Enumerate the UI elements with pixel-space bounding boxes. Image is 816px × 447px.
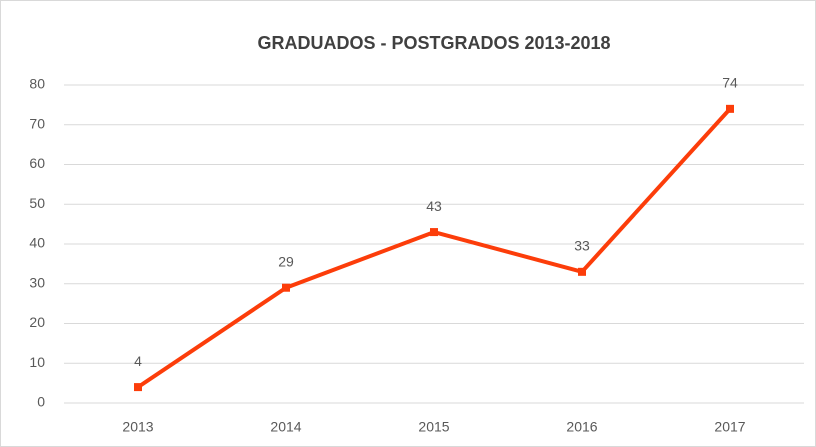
y-tick-label: 0 (37, 394, 45, 410)
data-label: 29 (278, 253, 294, 269)
y-tick-label: 70 (29, 115, 45, 131)
data-label: 74 (722, 75, 738, 91)
y-tick-label: 50 (29, 195, 45, 211)
marker (430, 228, 438, 237)
data-label: 33 (574, 238, 590, 254)
marker (726, 104, 734, 113)
data-label: 4 (134, 353, 142, 369)
y-tick-label: 80 (29, 76, 45, 92)
x-tick-label: 2015 (418, 419, 449, 435)
y-tick-label: 60 (29, 155, 45, 171)
marker (282, 283, 290, 292)
x-tick-label: 2013 (122, 419, 153, 435)
data-label: 43 (426, 198, 442, 214)
marker (134, 383, 142, 392)
y-tick-label: 10 (29, 354, 45, 370)
x-tick-label: 2014 (270, 419, 301, 435)
x-tick-label: 2016 (566, 419, 597, 435)
y-tick-label: 20 (29, 314, 45, 330)
y-tick-label: 30 (29, 274, 45, 290)
x-tick-label: 2017 (714, 419, 745, 435)
y-tick-label: 40 (29, 235, 45, 251)
marker (578, 267, 586, 276)
chart-title: GRADUADOS - POSTGRADOS 2013-2018 (257, 33, 610, 53)
